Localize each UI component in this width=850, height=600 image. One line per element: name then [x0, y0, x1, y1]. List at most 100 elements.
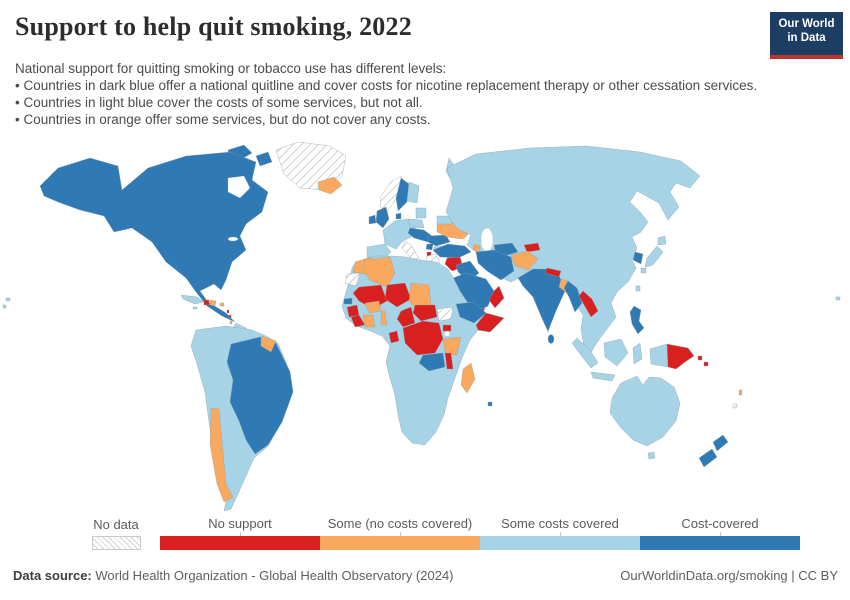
data-source-label: Data source:	[13, 568, 92, 583]
country-western-sahara[interactable]	[344, 272, 361, 287]
country-ireland[interactable]	[368, 214, 377, 225]
country-japan-kyushu[interactable]	[640, 267, 647, 274]
chart-footer: Data source: World Health Organization -…	[13, 568, 838, 583]
country-myanmar[interactable]	[563, 280, 583, 313]
country-oman[interactable]	[488, 285, 505, 309]
country-dominican-republic[interactable]	[209, 299, 217, 307]
country-laos[interactable]	[578, 290, 599, 318]
country-australia[interactable]	[609, 375, 681, 447]
owid-link[interactable]: OurWorldinData.org/smoking | CC BY	[620, 568, 838, 583]
country-uganda[interactable]	[442, 324, 452, 332]
data-source: Data source: World Health Organization -…	[13, 568, 454, 583]
indonesia-west-new-guinea[interactable]	[649, 343, 669, 368]
country-niger[interactable]	[384, 282, 412, 308]
country-tajikistan[interactable]	[523, 242, 541, 253]
region-north-america[interactable]	[39, 151, 269, 323]
subtitle-bullet-orange: • Countries in orange offer some service…	[15, 112, 431, 127]
country-philippines[interactable]	[629, 305, 645, 335]
subtitle-bullet-light-blue: • Countries in light blue cover the cost…	[15, 95, 423, 110]
country-south-sudan[interactable]	[436, 306, 454, 322]
lesser-antilles-1[interactable]	[226, 309, 230, 314]
country-chile[interactable]	[209, 407, 234, 503]
country-cuba[interactable]	[180, 294, 205, 305]
region-russia-china-asia[interactable]	[445, 145, 701, 358]
country-tanzania[interactable]	[442, 336, 462, 356]
country-senegal[interactable]	[343, 297, 353, 305]
country-japan-honshu[interactable]	[644, 245, 664, 268]
country-mauritius[interactable]	[487, 401, 493, 407]
region-baltic-states[interactable]	[415, 207, 427, 219]
owid-logo-line2: in Data	[787, 32, 826, 45]
country-ethiopia[interactable]	[455, 301, 487, 324]
country-solomon-islands-1[interactable]	[697, 355, 703, 361]
subtitle-intro: National support for quitting smoking or…	[15, 61, 447, 76]
country-greenland[interactable]	[275, 141, 347, 191]
country-cote-divoire[interactable]	[362, 314, 376, 328]
indonesia-java[interactable]	[590, 371, 616, 382]
owid-logo[interactable]: Our World in Data	[770, 12, 843, 59]
country-turkey[interactable]	[432, 243, 472, 259]
country-nepal[interactable]	[544, 267, 562, 278]
subtitle-bullet-dark-blue: • Countries in dark blue offer a nationa…	[15, 78, 758, 93]
country-malawi[interactable]	[444, 352, 454, 370]
country-dr-congo[interactable]	[402, 320, 444, 356]
indonesia-borneo[interactable]	[603, 338, 629, 367]
country-brazil[interactable]	[226, 336, 294, 455]
lesser-antilles-2[interactable]	[228, 314, 232, 319]
country-central-african-republic[interactable]	[412, 304, 438, 322]
country-new-zealand-south[interactable]	[698, 448, 718, 468]
country-japan-hokkaido[interactable]	[657, 235, 667, 246]
pacific-speck-left-2[interactable]	[2, 304, 7, 309]
country-united-kingdom[interactable]	[375, 206, 390, 229]
legend-label-1: Some (no costs covered)	[327, 516, 473, 531]
data-source-text: World Health Organization - Global Healt…	[91, 568, 454, 583]
country-vanuatu[interactable]	[738, 389, 743, 396]
country-serbia[interactable]	[425, 243, 434, 251]
pacific-speck-right[interactable]	[835, 296, 841, 301]
australia-tasmania[interactable]	[647, 451, 656, 460]
legend-tick-2	[560, 532, 561, 536]
country-benin-togo[interactable]	[380, 310, 388, 326]
lesser-antilles-3[interactable]	[229, 320, 233, 325]
country-denmark[interactable]	[395, 212, 402, 220]
country-new-zealand-north[interactable]	[712, 434, 729, 452]
legend-segment-0[interactable]: No support	[160, 516, 320, 550]
legend-segment-2[interactable]: Some costs covered	[480, 516, 640, 550]
country-fiji[interactable]	[732, 403, 738, 409]
legend-tick-0	[240, 532, 241, 536]
pacific-speck-left-1[interactable]	[5, 297, 11, 302]
country-madagascar[interactable]	[460, 362, 476, 394]
country-sweden[interactable]	[395, 177, 410, 212]
country-solomon-islands-2[interactable]	[703, 361, 709, 367]
legend-segment-3[interactable]: Cost-covered	[640, 516, 800, 550]
country-somalia[interactable]	[475, 312, 505, 333]
country-guyana-suriname[interactable]	[260, 335, 277, 353]
owid-logo-line1: Our World	[778, 18, 835, 30]
legend-no-data-swatch[interactable]	[92, 536, 141, 550]
country-south-korea[interactable]	[632, 251, 644, 265]
country-india[interactable]	[517, 268, 566, 332]
country-jamaica[interactable]	[192, 306, 198, 310]
country-cameroon[interactable]	[396, 306, 416, 328]
country-finland[interactable]	[406, 181, 420, 204]
country-puerto-rico[interactable]	[219, 302, 225, 307]
country-iceland[interactable]	[317, 176, 343, 195]
legend-segment-1[interactable]: Some (no costs covered)	[320, 516, 480, 550]
country-iran[interactable]	[475, 249, 515, 281]
world-map	[0, 140, 850, 520]
country-sri-lanka[interactable]	[547, 334, 555, 344]
indonesia-sumatra[interactable]	[571, 337, 599, 369]
country-haiti[interactable]	[203, 299, 210, 306]
country-belarus[interactable]	[436, 215, 453, 225]
country-poland[interactable]	[407, 218, 425, 229]
country-taiwan[interactable]	[635, 285, 641, 292]
country-gabon[interactable]	[388, 330, 400, 344]
country-afghanistan[interactable]	[510, 250, 539, 271]
country-zambia[interactable]	[418, 352, 446, 372]
country-papua-new-guinea[interactable]	[666, 343, 695, 370]
legend-label-0: No support	[208, 516, 272, 531]
page-title: Support to help quit smoking, 2022	[15, 12, 412, 41]
country-canada-arctic-islands-2[interactable]	[255, 151, 273, 167]
indonesia-sulawesi[interactable]	[632, 342, 643, 365]
legend-label-2: Some costs covered	[501, 516, 619, 531]
